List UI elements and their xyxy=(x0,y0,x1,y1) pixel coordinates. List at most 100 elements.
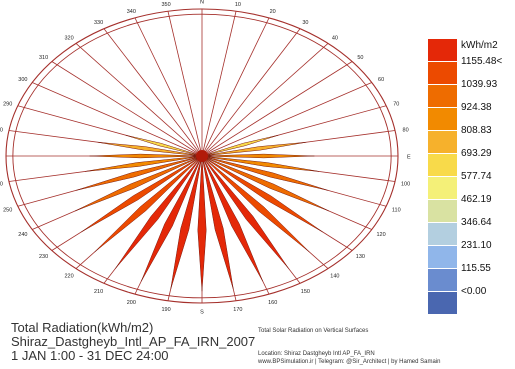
petal-180 xyxy=(197,155,207,292)
legend-label-7: 346.64 xyxy=(461,217,492,228)
legend-label-9: 115.55 xyxy=(461,263,491,274)
legend-swatch-10 xyxy=(428,269,457,291)
label-north: N xyxy=(200,0,204,5)
label-angle-20: 20 xyxy=(270,9,276,15)
legend-swatch-5 xyxy=(428,154,457,176)
petal-200 xyxy=(140,155,203,282)
legend-label-5: 577.74 xyxy=(461,171,492,182)
legend-swatch-4 xyxy=(428,131,457,153)
label-angle-140: 140 xyxy=(330,273,339,279)
petal-230 xyxy=(81,155,203,233)
spoke-20 xyxy=(201,17,270,157)
label-angle-300: 300 xyxy=(18,77,27,83)
spoke-350 xyxy=(167,11,203,157)
petal-140 xyxy=(201,155,310,253)
label-angle-50: 50 xyxy=(357,55,363,61)
chart-title-line-1: Total Radiation(kWh/m2) xyxy=(11,320,154,335)
label-south: S xyxy=(200,310,204,316)
label-angle-240: 240 xyxy=(18,232,27,238)
spoke-50 xyxy=(201,61,353,157)
petal-150 xyxy=(201,155,289,269)
spoke-60 xyxy=(201,82,372,157)
petal-170 xyxy=(201,155,234,290)
petal-260 xyxy=(85,155,203,172)
label-angle-330: 330 xyxy=(94,20,103,26)
label-angle-200: 200 xyxy=(127,300,136,306)
label-angle-340: 340 xyxy=(127,9,136,15)
petal-190 xyxy=(170,155,203,290)
petal-210 xyxy=(115,155,203,269)
label-angle-310: 310 xyxy=(39,55,48,61)
legend-swatch-2 xyxy=(428,85,457,107)
petal-130 xyxy=(201,155,323,233)
label-angle-130: 130 xyxy=(356,254,365,260)
label-angle-350: 350 xyxy=(162,2,171,8)
label-angle-40: 40 xyxy=(332,36,338,42)
spoke-40 xyxy=(201,43,329,157)
legend-label-6: 462.19 xyxy=(461,194,492,205)
label-angle-230: 230 xyxy=(39,254,48,260)
label-angle-160: 160 xyxy=(268,300,277,306)
label-angle-10: 10 xyxy=(235,2,241,8)
legend-swatch-11 xyxy=(428,292,457,314)
label-angle-30: 30 xyxy=(302,20,308,26)
petal-280 xyxy=(97,141,203,157)
label-angle-290: 290 xyxy=(3,102,12,108)
legend-swatch-6 xyxy=(428,177,457,199)
label-angle-80: 80 xyxy=(403,128,409,134)
legend-label-1: 1039.93 xyxy=(461,79,498,90)
angle-labels: N 10 20 30 40 50 60 70 80 E 100 110 120 130 140 150 160 1… xyxy=(0,0,411,316)
legend-swatch-8 xyxy=(428,223,457,245)
label-angle-220: 220 xyxy=(65,273,74,279)
chart-subtitle-line-1: Total Solar Radiation on Vertical Surfac… xyxy=(258,328,369,334)
chart-title-line-2: Shiraz_Dastgheyb_Intl_AP_FA_IRN_2007 xyxy=(11,334,256,349)
petal-240 xyxy=(74,155,203,212)
label-angle-120: 120 xyxy=(377,232,386,238)
petal-100 xyxy=(201,155,319,172)
legend-swatch-0 xyxy=(428,39,457,61)
petal-120 xyxy=(201,155,330,212)
label-angle-110: 110 xyxy=(392,208,401,214)
petal-90 xyxy=(201,153,315,159)
legend-unit: kWh/m2 xyxy=(461,40,498,51)
legend-label-0: 1155.48< xyxy=(461,56,503,67)
legend-swatch-9 xyxy=(428,246,457,268)
label-angle-150: 150 xyxy=(301,289,310,295)
label-angle-100: 100 xyxy=(401,181,410,187)
spoke-10 xyxy=(201,11,237,157)
petal-290 xyxy=(125,134,203,157)
petal-250 xyxy=(75,155,203,191)
petal-70 xyxy=(201,134,279,157)
label-angle-170: 170 xyxy=(233,307,242,313)
chart-subtitle-line-3: www.BPSimulation.ir | Telegram: @Sir_Arc… xyxy=(258,359,441,365)
petal-80 xyxy=(201,141,307,157)
spoke-320 xyxy=(75,43,203,157)
legend-label-3: 808.83 xyxy=(461,125,492,136)
spoke-330 xyxy=(103,28,203,157)
legend-swatch-3 xyxy=(428,108,457,130)
spoke-340 xyxy=(134,17,203,157)
legend-swatch-1 xyxy=(428,62,457,84)
spoke-300 xyxy=(32,82,203,157)
legend-label-4: 693.29 xyxy=(461,148,492,159)
center-hub xyxy=(196,150,208,162)
petal-220 xyxy=(94,155,203,253)
legend-swatch-7 xyxy=(428,200,457,222)
chart-subtitle-line-2: Location: Shiraz Dastgheyb Intl AP_FA_IR… xyxy=(258,351,375,357)
legend-label-8: 231.10 xyxy=(461,240,492,251)
spoke-310 xyxy=(51,61,203,157)
label-angle-210: 210 xyxy=(94,289,103,295)
chart-title-line-3: 1 JAN 1:00 - 31 DEC 24:00 xyxy=(11,348,169,363)
label-angle-280: 280 xyxy=(0,128,3,134)
label-east: E xyxy=(407,155,411,161)
label-angle-190: 190 xyxy=(162,307,171,313)
spoke-30 xyxy=(201,28,301,157)
petal-160 xyxy=(201,155,264,282)
label-angle-250: 250 xyxy=(3,208,12,214)
label-angle-70: 70 xyxy=(393,102,399,108)
label-angle-60: 60 xyxy=(378,77,384,83)
label-angle-320: 320 xyxy=(65,36,74,42)
radiation-petals xyxy=(74,134,330,292)
petal-270 xyxy=(89,153,203,159)
